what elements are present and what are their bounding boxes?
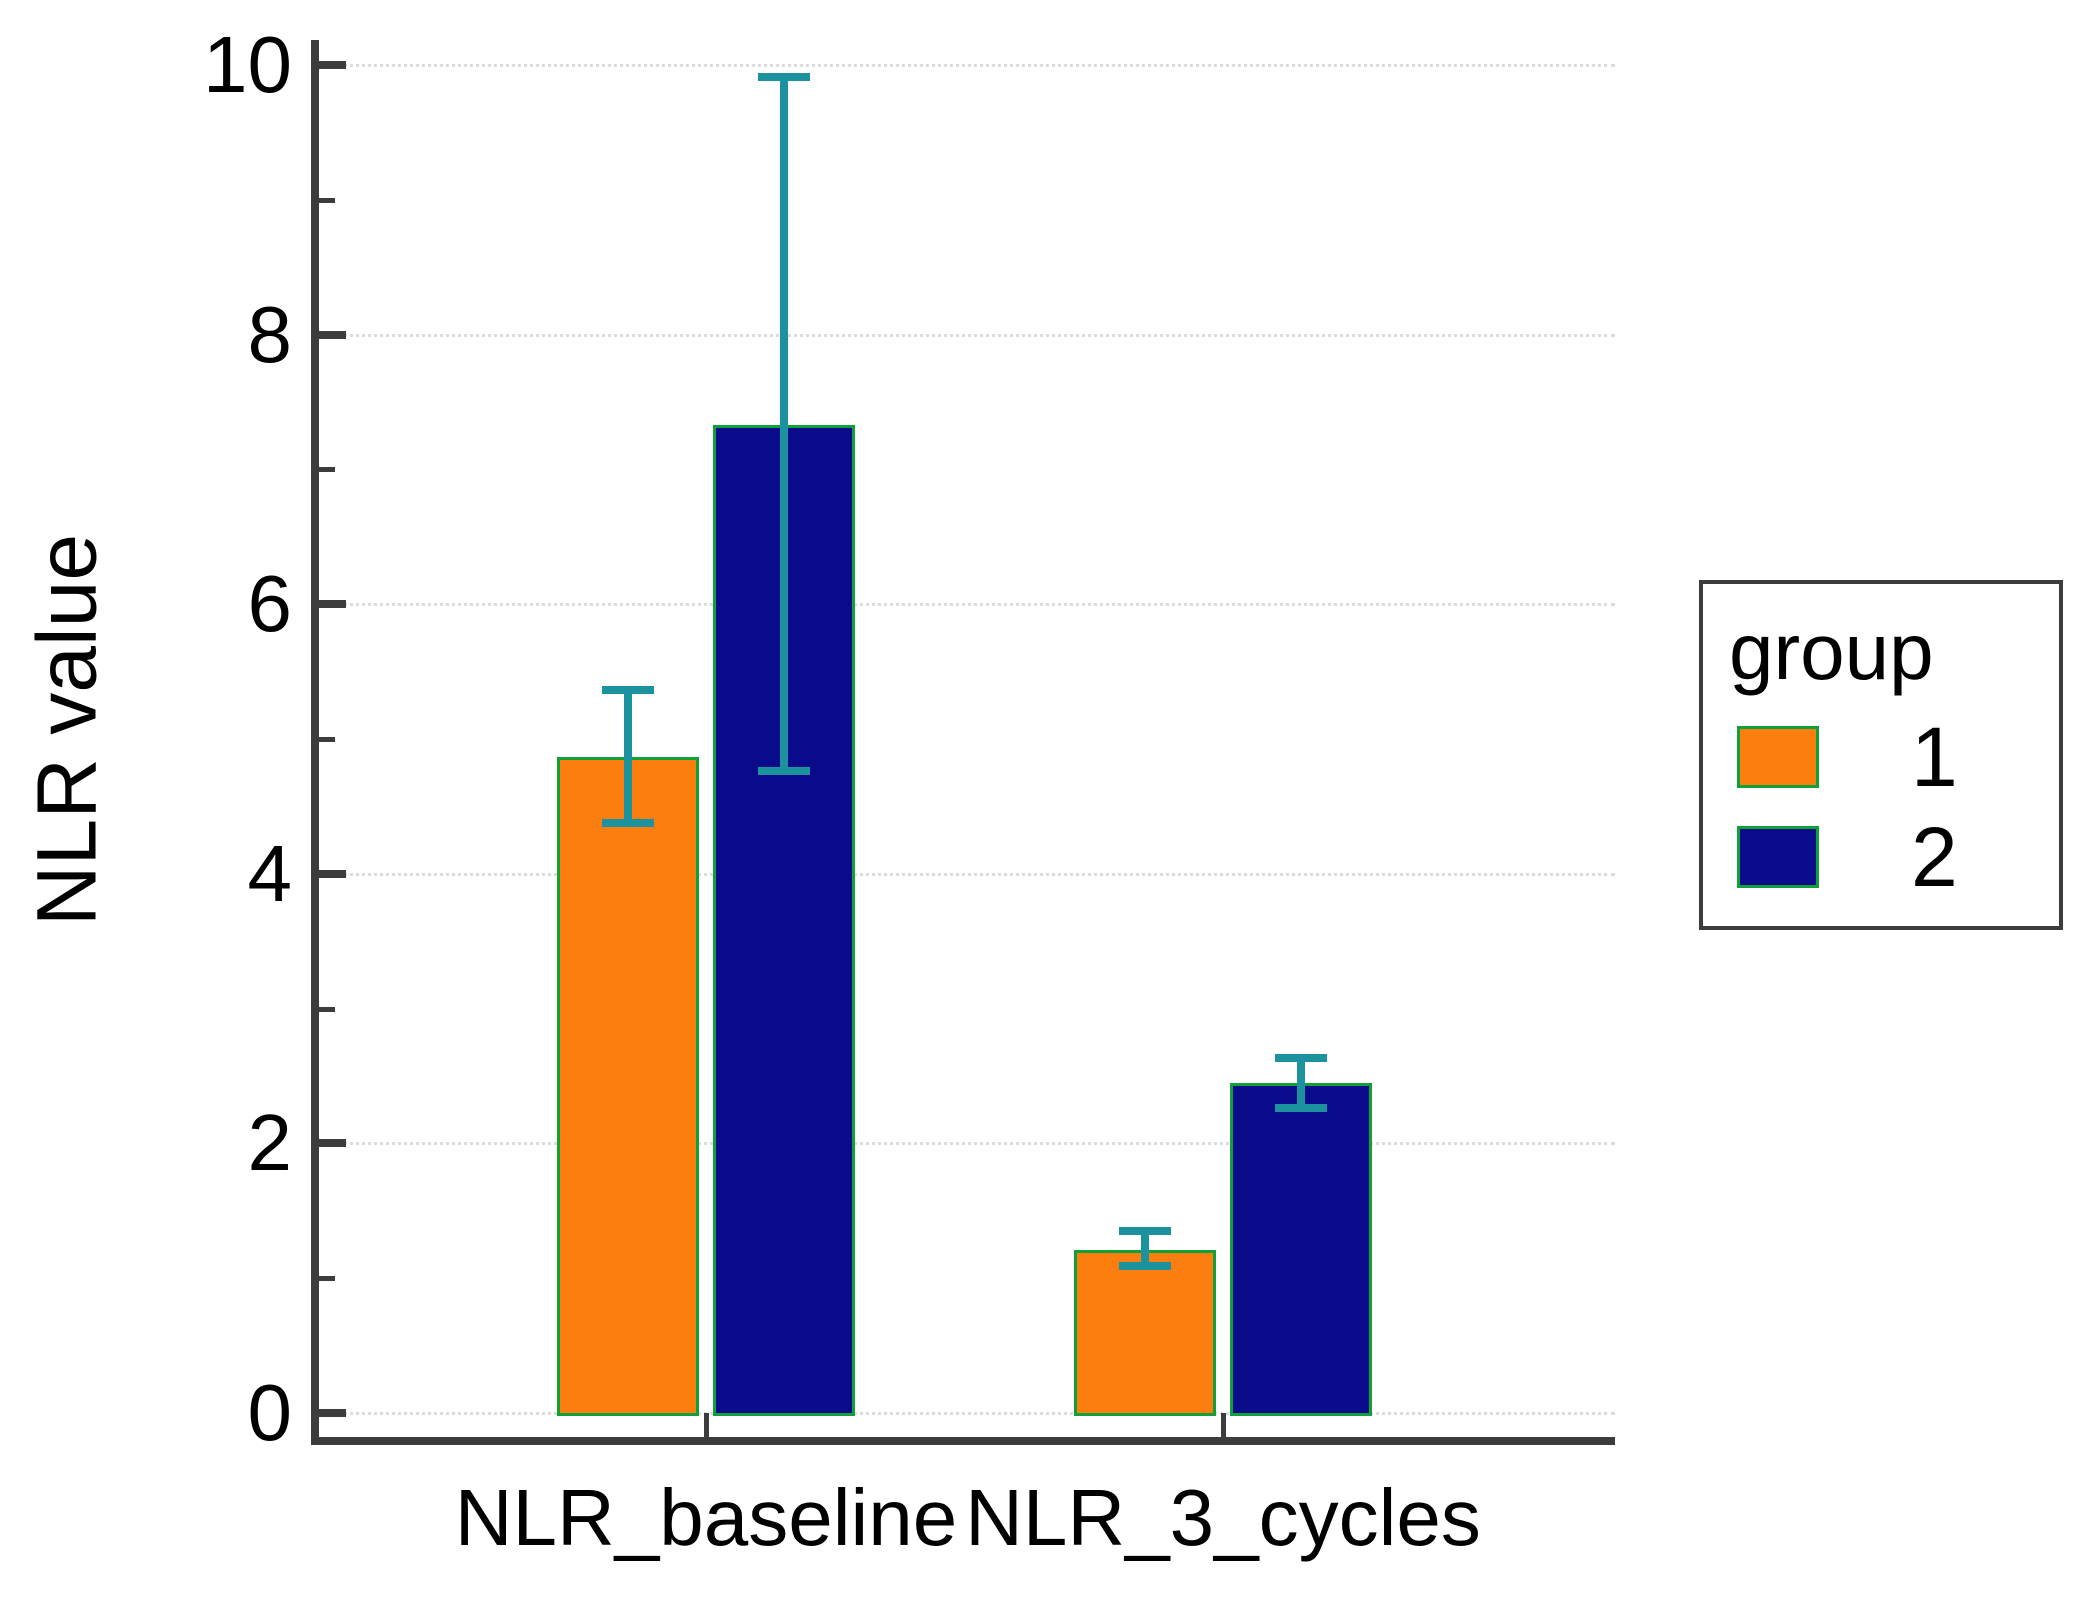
legend-swatch-2 (1737, 826, 1819, 888)
error-bar-cap-top (758, 73, 810, 82)
y-minor-tick (319, 1276, 335, 1282)
legend-label: 1 (1911, 710, 1958, 804)
bar-NLR_3_cycles-group2 (1230, 1082, 1372, 1416)
y-gridline (319, 603, 1615, 607)
y-axis-title: NLR value (19, 533, 114, 927)
x-tick (1221, 1413, 1226, 1437)
y-tick-label: 10 (203, 20, 292, 109)
y-major-tick (319, 1139, 346, 1148)
x-category-label: NLR_baseline (454, 1473, 958, 1562)
y-axis-line (311, 40, 319, 1445)
y-gridline (319, 333, 1615, 337)
legend-label: 2 (1911, 810, 1958, 904)
error-bar-line (780, 77, 788, 772)
y-major-tick (319, 869, 346, 878)
y-tick-label: 2 (247, 1098, 293, 1188)
y-tick-label: 4 (247, 828, 293, 918)
error-bar-cap-top (602, 686, 654, 695)
error-bar-line (624, 690, 632, 823)
error-bar-cap-bottom (602, 818, 654, 827)
y-minor-tick (319, 737, 335, 742)
y-tick-label: 8 (247, 289, 293, 379)
legend-row-1: 1 (1703, 712, 2059, 802)
legend-row-2: 2 (1703, 812, 2059, 902)
error-bar-cap-bottom (1119, 1262, 1171, 1271)
y-major-tick (319, 330, 346, 339)
x-tick (704, 1413, 709, 1437)
y-tick-label: 6 (247, 559, 293, 649)
bar-NLR_baseline-group1 (557, 756, 699, 1416)
y-minor-tick (319, 467, 335, 473)
y-minor-tick (319, 197, 335, 203)
y-gridline (319, 1142, 1615, 1146)
error-bar-cap-bottom (758, 767, 810, 776)
error-bar-cap-top (1119, 1227, 1171, 1236)
y-major-tick (319, 61, 346, 69)
error-bar-cap-bottom (1275, 1104, 1327, 1113)
bar-NLR_3_cycles-group1 (1074, 1249, 1216, 1416)
y-major-tick (319, 600, 346, 609)
y-gridline (319, 1412, 1615, 1415)
y-minor-tick (319, 1006, 335, 1012)
y-major-tick (319, 1409, 346, 1417)
y-tick-label: 0 (247, 1368, 293, 1457)
x-category-label: NLR_3_cycles (965, 1473, 1481, 1562)
error-bar-line (1297, 1058, 1305, 1109)
legend-swatch-1 (1737, 726, 1819, 788)
x-axis-line (311, 1437, 1615, 1445)
error-bar-line (1141, 1231, 1149, 1267)
error-bar-cap-top (1275, 1054, 1327, 1063)
y-gridline (319, 872, 1615, 876)
y-gridline (319, 64, 1615, 67)
bar-NLR_baseline-group2 (713, 424, 855, 1416)
legend-title: group (1729, 607, 1934, 696)
